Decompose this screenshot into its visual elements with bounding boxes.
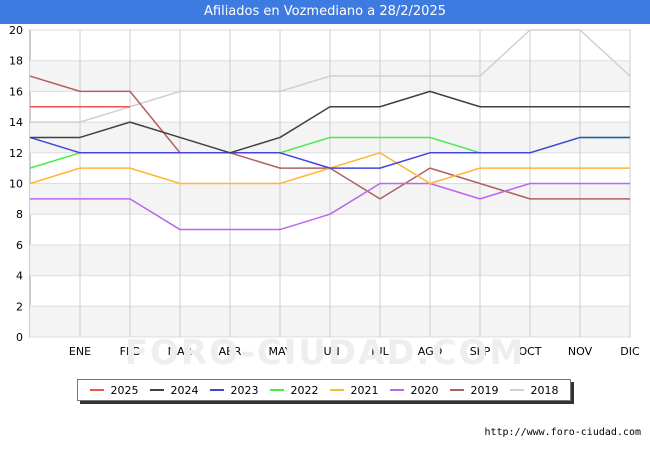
x-tick-label: FEB bbox=[120, 345, 141, 358]
legend-label: 2024 bbox=[170, 383, 199, 397]
legend-item-2023: 2023 bbox=[209, 383, 259, 397]
legend-label: 2023 bbox=[230, 383, 259, 397]
legend-item-2025: 2025 bbox=[89, 383, 139, 397]
legend-swatch bbox=[449, 389, 464, 391]
legend-swatch bbox=[509, 389, 524, 391]
series-line-2024 bbox=[30, 90, 630, 154]
legend: 2025 2024 2023 2022 2021 2020 2019 2018 bbox=[77, 379, 571, 401]
x-tick-label: JUN bbox=[319, 345, 340, 358]
series-line-2020 bbox=[30, 182, 630, 231]
legend-label: 2021 bbox=[350, 383, 379, 397]
legend-label: 2025 bbox=[110, 383, 139, 397]
legend-swatch bbox=[389, 389, 404, 391]
x-tick-label: ENE bbox=[69, 345, 91, 358]
x-tick-label: AGO bbox=[418, 345, 443, 358]
legend-swatch bbox=[269, 389, 284, 391]
x-tick-label: MAR bbox=[168, 345, 193, 358]
legend-item-2024: 2024 bbox=[149, 383, 199, 397]
legend-item-2019: 2019 bbox=[449, 383, 499, 397]
y-axis: 0 2 4 6 8 10 12 14 16 18 20 bbox=[9, 24, 23, 344]
x-tick-label: DIC bbox=[620, 345, 640, 358]
x-axis: ENE FEB MAR ABR MAY JUN JUL AGO SEP OCT NOV DIC bbox=[69, 345, 640, 358]
legend-item-2021: 2021 bbox=[329, 383, 379, 397]
x-tick-label: SEP bbox=[470, 345, 491, 358]
legend-swatch bbox=[149, 389, 164, 391]
legend-item-2022: 2022 bbox=[269, 383, 319, 397]
legend-label: 2022 bbox=[290, 383, 319, 397]
x-tick-label: JUL bbox=[370, 345, 389, 358]
y-tick-label: 2 bbox=[16, 300, 23, 313]
y-tick-label: 4 bbox=[16, 270, 23, 283]
y-tick-label: 12 bbox=[9, 147, 23, 160]
x-tick-label: NOV bbox=[568, 345, 593, 358]
y-tick-label: 20 bbox=[9, 24, 23, 37]
legend-item-2020: 2020 bbox=[389, 383, 439, 397]
legend-swatch bbox=[209, 389, 224, 391]
y-tick-label: 14 bbox=[9, 116, 23, 129]
x-tick-label: ABR bbox=[219, 345, 242, 358]
x-tick-label: OCT bbox=[518, 345, 541, 358]
legend-swatch bbox=[329, 389, 344, 391]
x-tick-label: MAY bbox=[269, 345, 292, 358]
legend-label: 2020 bbox=[410, 383, 439, 397]
source-url[interactable]: http://www.foro-ciudad.com bbox=[484, 427, 641, 438]
legend-item-2018: 2018 bbox=[509, 383, 559, 397]
y-tick-label: 18 bbox=[9, 55, 23, 68]
legend-label: 2018 bbox=[530, 383, 559, 397]
y-tick-label: 0 bbox=[16, 331, 23, 344]
y-tick-label: 16 bbox=[9, 85, 23, 98]
watermark: FORO-CIUDAD.COM bbox=[124, 333, 526, 373]
legend-label: 2019 bbox=[470, 383, 499, 397]
series-line-2023 bbox=[29, 136, 630, 169]
y-tick-label: 6 bbox=[16, 239, 23, 252]
chart-title: Afiliados en Vozmediano a 28/2/2025 bbox=[0, 0, 650, 24]
y-tick-label: 8 bbox=[16, 208, 23, 221]
legend-swatch bbox=[89, 389, 104, 391]
series-lines bbox=[29, 29, 631, 231]
y-tick-label: 10 bbox=[9, 178, 23, 191]
